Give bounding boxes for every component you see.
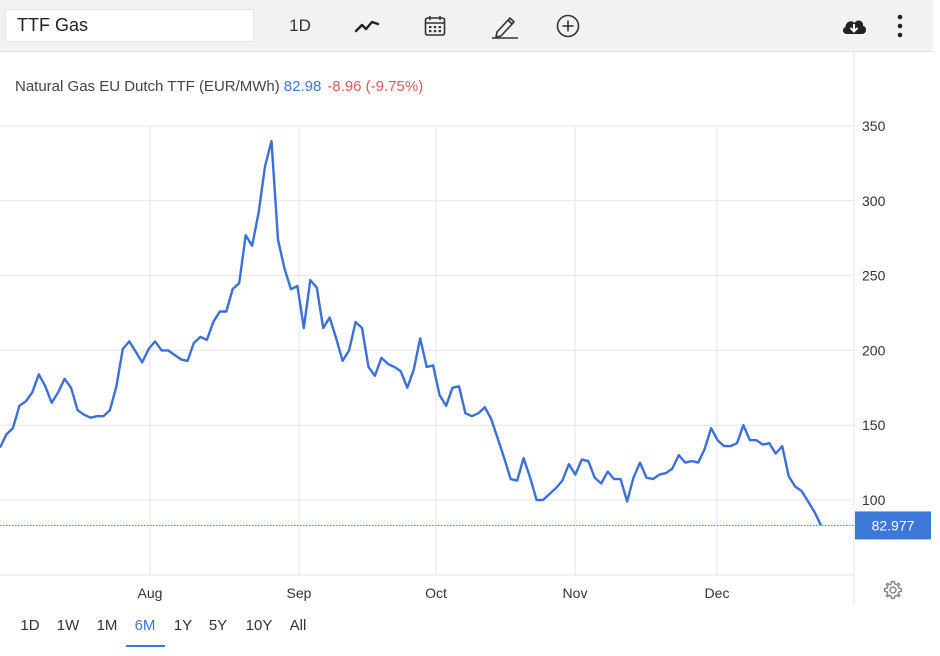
x-tick-label: Dec: [705, 585, 730, 601]
legend-last-price: 82.98: [283, 78, 322, 95]
active-range-indicator: [126, 645, 165, 647]
gear-icon: [883, 580, 903, 600]
chart-legend: Natural Gas EU Dutch TTF (EUR/MWh) 82.98-…: [15, 78, 423, 95]
add-indicator-button[interactable]: [551, 9, 585, 42]
y-tick-label: 350: [862, 118, 886, 134]
line-chart-icon: [354, 20, 380, 32]
price-chart[interactable]: 100 150 200 250 300 350 Aug Sep Oct Nov Dec 82.977: [0, 51, 940, 605]
last-price-label: 82.977: [872, 517, 915, 533]
range-button-1d[interactable]: 1D: [20, 617, 40, 634]
range-button-1w[interactable]: 1W: [56, 617, 80, 634]
download-button[interactable]: [836, 9, 872, 42]
range-button-6m[interactable]: 6M: [134, 617, 156, 634]
symbol-search-input[interactable]: TTF Gas: [5, 9, 254, 42]
pencil-icon: [492, 16, 518, 39]
chart-settings-button[interactable]: [881, 578, 905, 602]
cloud-download-icon: [842, 20, 867, 34]
range-button-5y[interactable]: 5Y: [208, 617, 228, 634]
y-tick-label: 100: [862, 492, 886, 508]
x-tick-label: Sep: [287, 585, 312, 601]
y-tick-label: 250: [862, 268, 886, 284]
y-tick-label: 150: [862, 417, 886, 433]
x-tick-label: Aug: [138, 585, 163, 601]
interval-button[interactable]: 1D: [289, 15, 311, 35]
calendar-button[interactable]: [417, 9, 453, 42]
y-tick-label: 200: [862, 342, 886, 358]
y-tick-label: 300: [862, 193, 886, 209]
more-options-button[interactable]: [888, 9, 912, 42]
legend-instrument-name: Natural Gas EU Dutch TTF (EUR/MWh): [15, 78, 280, 95]
chart-type-button[interactable]: [349, 9, 385, 42]
last-price-badge: [855, 511, 931, 540]
price-line: [0, 139, 823, 526]
legend-change: -8.96 (-9.75%): [327, 78, 424, 95]
range-button-all[interactable]: All: [289, 617, 307, 634]
range-button-10y[interactable]: 10Y: [245, 617, 273, 634]
x-tick-label: Oct: [425, 585, 447, 601]
calendar-icon: [424, 15, 446, 36]
range-button-1m[interactable]: 1M: [96, 617, 118, 634]
draw-tool-button[interactable]: [485, 9, 525, 42]
range-button-1y[interactable]: 1Y: [173, 617, 193, 634]
more-vertical-icon: [897, 14, 903, 37]
plus-circle-icon: [556, 14, 580, 37]
x-tick-label: Nov: [563, 585, 588, 601]
